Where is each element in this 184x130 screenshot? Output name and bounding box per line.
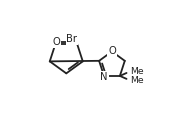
Text: Br: Br	[66, 34, 77, 44]
Text: O: O	[108, 46, 116, 56]
Text: Me: Me	[130, 67, 144, 76]
Text: O: O	[52, 37, 60, 47]
Text: N: N	[100, 72, 108, 82]
Text: Me: Me	[130, 76, 144, 85]
